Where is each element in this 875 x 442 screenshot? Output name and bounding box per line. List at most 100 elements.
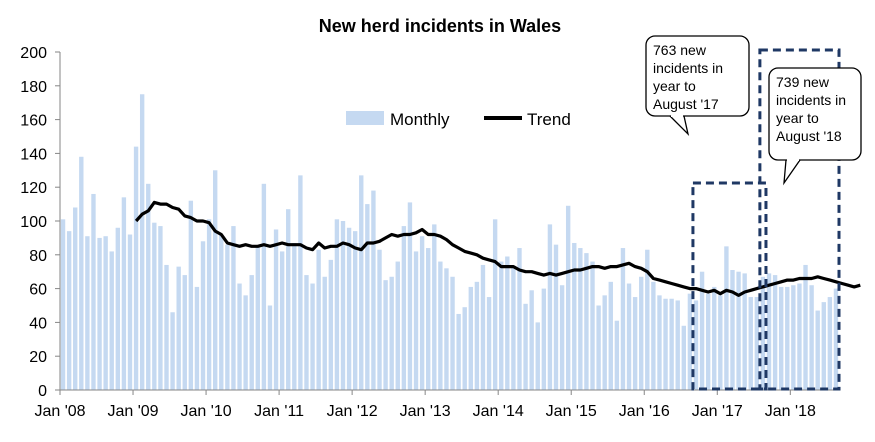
bar-monthly [158, 226, 163, 390]
bar-monthly [60, 219, 66, 390]
bar-monthly [346, 227, 352, 390]
bar-monthly [797, 283, 802, 390]
x-axis: Jan '08 Jan '09 Jan '10 Jan '11 Jan '12 Jan '… [34, 389, 839, 420]
bar-monthly [791, 285, 796, 390]
legend-label-monthly: Monthly [390, 110, 450, 129]
y-tick-label: 20 [29, 349, 47, 366]
callout-line: year to [776, 110, 819, 126]
bar-monthly [602, 295, 607, 390]
callout-line: incidents in [776, 92, 846, 108]
x-tick-label: Jan '14 [473, 403, 524, 420]
bar-monthly [553, 244, 559, 390]
bar-monthly [559, 285, 565, 390]
x-tick-label: Jan '09 [107, 403, 158, 420]
bar-monthly [815, 310, 820, 390]
highlight-boxes [691, 48, 841, 391]
callout-pointer [669, 115, 690, 137]
bar-monthly [249, 275, 254, 390]
bar-monthly [213, 170, 218, 390]
bar-monthly [614, 320, 620, 390]
bar-monthly [310, 283, 315, 390]
bar-monthly [371, 190, 376, 390]
bar-monthly [474, 281, 480, 390]
bar-monthly [383, 280, 388, 390]
bar-monthly [261, 183, 267, 390]
bar-monthly [760, 276, 766, 390]
bar-series [60, 94, 839, 390]
bar-monthly [456, 313, 461, 390]
bar-monthly [718, 295, 723, 390]
bar-monthly [480, 264, 486, 390]
bar-monthly [523, 303, 528, 390]
bar-monthly [267, 305, 273, 390]
bar-monthly [699, 271, 705, 390]
y-tick-label: 60 [29, 282, 47, 299]
bar-monthly [365, 204, 370, 390]
bar-monthly [322, 276, 327, 390]
bar-monthly [450, 276, 455, 390]
bar-monthly [742, 273, 747, 390]
bar-monthly [468, 286, 473, 390]
bar-monthly [206, 219, 212, 390]
bar-monthly [809, 285, 814, 390]
highlight-box [758, 48, 841, 391]
y-axis: 0 20 40 60 80 100 120 140 160 180 200 [20, 45, 61, 400]
bar-monthly [194, 286, 200, 390]
bar-monthly [535, 322, 540, 390]
bar-monthly [517, 248, 522, 390]
bar-monthly [182, 275, 187, 390]
bar-monthly [231, 226, 236, 390]
bar-monthly [103, 236, 108, 390]
x-tick-label: Jan '16 [619, 403, 670, 420]
bar-monthly [712, 286, 717, 390]
x-tick-label: Jan '18 [765, 403, 816, 420]
bar-monthly [486, 297, 492, 390]
bar-monthly [438, 261, 443, 390]
bar-monthly [292, 242, 297, 390]
bar-monthly [286, 209, 291, 390]
bar-monthly [675, 300, 680, 390]
callouts: 763 new incidents in year to August '17 739 … [645, 35, 862, 186]
bar-monthly [584, 253, 589, 390]
bar-monthly [833, 288, 839, 390]
bar-monthly [188, 200, 194, 390]
bar-monthly [651, 281, 656, 390]
bar-monthly [401, 226, 407, 390]
bar-monthly [444, 268, 449, 390]
callout-line: 763 new [653, 42, 707, 58]
y-tick-label: 80 [29, 248, 47, 265]
x-tick-label: Jan '12 [327, 403, 378, 420]
bar-monthly [115, 227, 121, 390]
bar-monthly [127, 234, 133, 390]
bar-monthly [316, 249, 321, 390]
bar-monthly [340, 221, 346, 390]
x-tick-label: Jan '08 [34, 403, 85, 420]
bar-monthly [505, 256, 510, 390]
bar-monthly [639, 276, 644, 390]
callout-box [768, 67, 862, 161]
bar-monthly [572, 242, 577, 390]
bar-monthly [377, 249, 382, 390]
bar-monthly [766, 273, 772, 390]
bar-monthly [511, 266, 516, 390]
callout-pointer [783, 159, 801, 186]
chart-title: New herd incidents in Wales [319, 16, 561, 36]
bar-monthly [176, 266, 181, 390]
x-tick-label: Jan '10 [181, 403, 232, 420]
bar-monthly [821, 302, 826, 390]
bar-monthly [687, 293, 693, 390]
bar-monthly [389, 276, 394, 390]
bar-monthly [225, 244, 230, 390]
y-tick-label: 140 [20, 146, 47, 163]
bar-monthly [626, 283, 632, 390]
bar-monthly [395, 261, 400, 390]
bar-monthly [827, 297, 833, 390]
bar-monthly [219, 234, 224, 390]
bar-monthly [785, 286, 790, 390]
bar-monthly [255, 246, 260, 390]
bar-monthly [66, 231, 72, 390]
bar-monthly [590, 261, 595, 390]
bar-monthly [724, 246, 729, 390]
legend-label-trend: Trend [527, 110, 571, 129]
